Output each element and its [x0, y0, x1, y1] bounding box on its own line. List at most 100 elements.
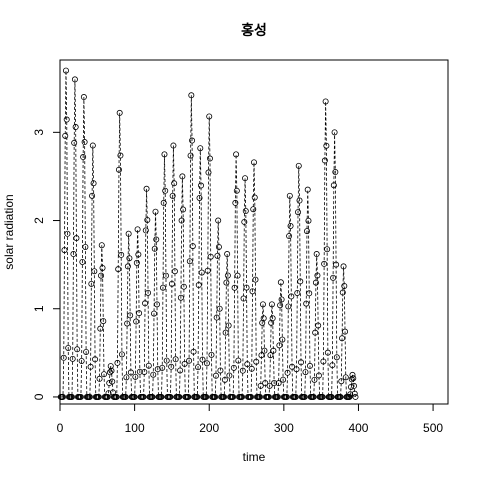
data-point — [234, 272, 241, 279]
data-point — [194, 393, 201, 400]
data-point — [250, 206, 257, 213]
data-point — [199, 356, 206, 363]
data-point — [61, 247, 68, 254]
data-point — [89, 192, 96, 199]
data-point — [203, 360, 210, 367]
data-point — [142, 227, 149, 234]
data-point — [77, 393, 84, 400]
data-point — [333, 354, 340, 361]
data-point — [71, 139, 78, 146]
data-point — [62, 67, 69, 74]
data-point — [108, 367, 115, 374]
data-point — [134, 226, 141, 233]
data-point — [304, 186, 311, 193]
data-point — [337, 393, 344, 400]
data-point — [339, 335, 346, 342]
data-point — [98, 272, 105, 279]
data-point — [295, 162, 302, 169]
data-point — [131, 393, 138, 400]
data-point — [189, 137, 196, 144]
data-point — [222, 329, 229, 336]
data-point — [230, 393, 237, 400]
data-point — [286, 192, 293, 199]
data-point — [276, 342, 283, 349]
data-point — [114, 359, 121, 366]
data-point — [88, 280, 95, 287]
data-point — [178, 217, 185, 224]
data-point — [63, 116, 70, 123]
data-point — [250, 159, 257, 166]
data-point — [252, 276, 259, 283]
data-point — [73, 235, 80, 242]
data-point — [96, 375, 103, 382]
data-point — [167, 393, 174, 400]
data-point — [226, 372, 233, 379]
y-axis: 0 1 2 3 — [32, 129, 61, 400]
data-point — [162, 272, 169, 279]
data-point — [189, 243, 196, 250]
data-point — [126, 255, 133, 262]
x-tick-label: 200 — [199, 421, 219, 435]
data-point — [158, 393, 165, 400]
y-tick-label: 1 — [32, 305, 46, 312]
data-point — [124, 320, 131, 327]
data-point — [239, 367, 246, 374]
data-point — [330, 182, 337, 189]
data-point — [320, 358, 327, 365]
data-point — [285, 303, 292, 310]
data-point — [231, 284, 238, 291]
data-point — [301, 393, 308, 400]
data-point — [350, 382, 357, 389]
data-point — [303, 228, 310, 235]
data-point — [79, 258, 86, 265]
data-point — [283, 393, 290, 400]
data-point — [159, 284, 166, 291]
data-point — [90, 180, 97, 187]
data-point — [95, 393, 102, 400]
data-point — [197, 145, 204, 152]
data-point — [296, 197, 303, 204]
data-point — [339, 289, 346, 296]
data-point — [62, 132, 69, 139]
data-point — [145, 289, 152, 296]
data-point — [274, 393, 281, 400]
data-point — [240, 295, 247, 302]
data-point — [133, 259, 140, 266]
data-point — [324, 349, 331, 356]
data-point — [86, 393, 93, 400]
data-point — [312, 279, 319, 286]
y-axis-label: solar radiation — [2, 194, 16, 269]
data-point — [242, 175, 249, 182]
data-point — [98, 242, 105, 249]
data-point — [212, 393, 219, 400]
data-point — [221, 393, 228, 400]
data-point — [106, 380, 113, 387]
data-point — [136, 310, 143, 317]
data-point — [82, 243, 89, 250]
data-point — [350, 375, 357, 382]
data-point — [185, 393, 192, 400]
data-point — [277, 302, 284, 309]
x-tick-label: 0 — [57, 421, 64, 435]
data-point — [163, 357, 170, 364]
data-point — [151, 245, 158, 252]
x-tick-label: 400 — [348, 421, 368, 435]
data-point — [270, 347, 277, 354]
data-point — [104, 393, 111, 400]
data-point — [347, 391, 354, 398]
data-point — [259, 301, 266, 308]
data-point — [319, 393, 326, 400]
data-point — [127, 369, 134, 376]
data-point — [180, 206, 187, 213]
data-point — [105, 390, 112, 397]
data-point — [118, 351, 125, 358]
data-point — [100, 318, 107, 325]
data-point — [347, 383, 354, 390]
data-point — [107, 363, 114, 370]
data-point — [186, 258, 193, 265]
data-point — [198, 269, 205, 276]
data-point — [106, 369, 113, 376]
data-point — [262, 380, 269, 387]
data-point — [269, 315, 276, 322]
data-point — [149, 393, 156, 400]
